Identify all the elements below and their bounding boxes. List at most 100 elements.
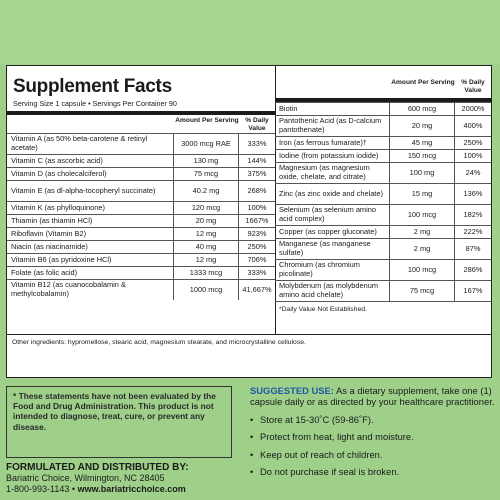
- nutrient-row: Vitamin A (as 50% beta-carotene & retiny…: [7, 133, 275, 154]
- facts-left-column: Supplement Facts Serving Size 1 capsule …: [7, 66, 276, 334]
- nutrient-name: Manganese (as manganese sulfate): [279, 239, 371, 257]
- nutrient-row: Molybdenum (as molybdenum amino acid che…: [275, 280, 491, 301]
- nutrient-amount: 100 mcg: [389, 205, 454, 225]
- nutrient-amount: 45 mg: [389, 137, 454, 149]
- nutrient-name: Folate (as folic acid): [11, 267, 78, 277]
- nutrient-daily-value: 144%: [238, 155, 275, 167]
- nutrient-amount: 12 mg: [173, 254, 238, 266]
- dv-header-right: % Daily Value: [461, 79, 485, 94]
- separator-dot: •: [71, 484, 76, 494]
- amount-header: Amount Per Serving: [175, 117, 239, 124]
- nutrient-daily-value: 375%: [238, 168, 275, 180]
- nutrient-amount: 100 mcg: [389, 260, 454, 280]
- storage-bullets: • Store at 15-30˚C (59-86˚F). • Protect fro…: [250, 414, 495, 478]
- nutrient-row: Biotin 600 mcg 2000%: [275, 102, 491, 115]
- distributor-info: FORMULATED AND DISTRIBUTED BY: Bariatric…: [6, 462, 189, 495]
- suggested-use-label: SUGGESTED USE:: [250, 385, 334, 396]
- distributor-phone: 1-800-993-1143: [6, 484, 70, 494]
- nutrient-name: Copper (as copper gluconate): [279, 226, 377, 236]
- bullet-item: • Protect from heat, light and moisture.: [250, 431, 495, 442]
- nutrient-name: Riboflavin (Vitamin B2): [11, 228, 87, 238]
- nutrient-row: Vitamin B6 (as pyridoxine HCl) 12 mg 706%: [7, 253, 275, 266]
- nutrient-row: Vitamin B12 (as cuanocobalamin & methylc…: [7, 279, 275, 300]
- nutrient-daily-value: 333%: [238, 267, 275, 279]
- bullet-text: Store at 15-30˚C (59-86˚F).: [260, 413, 374, 425]
- nutrient-daily-value: 167%: [454, 281, 491, 301]
- nutrient-name: Vitamin B6 (as pyridoxine HCl): [11, 254, 112, 264]
- amount-header-right: Amount Per Serving: [391, 79, 455, 86]
- nutrient-name: Vitamin B12 (as cuanocobalamin & methylc…: [11, 280, 126, 298]
- distributor-address: Bariatric Choice, Wilmington, NC 28405: [6, 473, 165, 483]
- serving-info: Serving Size 1 capsule • Servings Per Co…: [13, 99, 177, 108]
- nutrient-name: Biotin: [279, 103, 298, 113]
- nutrient-amount: 12 mg: [173, 228, 238, 240]
- nutrient-amount: 15 mg: [389, 184, 454, 204]
- nutrient-daily-value: 182%: [454, 205, 491, 225]
- thick-rule-right: [275, 98, 491, 102]
- nutrient-amount: 600 mcg: [389, 103, 454, 115]
- nutrient-row: Niacin (as niacinamide) 40 mg 250%: [7, 240, 275, 253]
- nutrient-row: Folate (as folic acid) 1333 mcg 333%: [7, 266, 275, 279]
- suggested-use-text: As a dietary supplement, take one (1) ca…: [250, 385, 495, 408]
- nutrient-name: Magnesium (as magnesium oxide, chelate, …: [279, 163, 370, 181]
- nutrient-daily-value: 400%: [454, 116, 491, 136]
- nutrient-daily-value: 100%: [238, 202, 275, 214]
- nutrient-name: Zinc (as zinc oxide and chelate): [279, 188, 383, 198]
- distributor-heading: FORMULATED AND DISTRIBUTED BY:: [6, 462, 189, 473]
- nutrient-amount: 100 mg: [389, 163, 454, 183]
- nutrient-name: Iodine (from potassium iodide): [279, 150, 379, 160]
- dv-header: % Daily Value: [245, 117, 269, 132]
- facts-title: Supplement Facts: [13, 76, 172, 97]
- nutrient-daily-value: 333%: [238, 134, 275, 154]
- nutrient-name: Niacin (as niacinamide): [11, 241, 88, 251]
- bullet-dot: •: [250, 466, 254, 478]
- nutrient-name: Chromium (as chromium picolinate): [279, 260, 360, 278]
- other-ingredients: Other ingredients: hypromellose, stearic…: [7, 334, 491, 350]
- nutrient-name: Molybdenum (as molybdenum amino acid che…: [279, 281, 378, 299]
- bullet-item: • Store at 15-30˚C (59-86˚F).: [250, 414, 495, 425]
- nutrient-row: Chromium (as chromium picolinate) 100 mcg…: [275, 259, 491, 280]
- nutrient-amount: 130 mg: [173, 155, 238, 167]
- nutrient-daily-value: 250%: [454, 137, 491, 149]
- nutrient-daily-value: 24%: [454, 163, 491, 183]
- nutrient-row: Zinc (as zinc oxide and chelate) 15 mg 136…: [275, 183, 491, 204]
- nutrient-name: Iron (as ferrous fumarate)†: [279, 137, 367, 147]
- nutrient-row: Selenium (as selenium amino acid complex…: [275, 204, 491, 225]
- nutrient-row: Riboflavin (Vitamin B2) 12 mg 923%: [7, 227, 275, 240]
- nutrient-row: Pantothenic Acid (as D-calcium pantothen…: [275, 115, 491, 136]
- nutrient-daily-value: 2000%: [454, 103, 491, 115]
- suggested-use: SUGGESTED USE: As a dietary supplement, …: [250, 385, 495, 477]
- nutrient-row: Thiamin (as thiamin HCl) 20 mg 1667%: [7, 214, 275, 227]
- bullet-dot: •: [250, 413, 254, 425]
- daily-value-note: *Daily Value Not Established.: [275, 301, 491, 317]
- bullet-text: Protect from heat, light and moisture.: [260, 431, 414, 443]
- bullet-dot: •: [250, 448, 254, 460]
- nutrient-name: Vitamin C (as ascorbic acid): [11, 155, 103, 165]
- nutrient-daily-value: 41,667%: [238, 280, 275, 300]
- nutrient-amount: 1000 mcg: [173, 280, 238, 300]
- nutrient-amount: 120 mcg: [173, 202, 238, 214]
- supplement-facts-panel: Supplement Facts Serving Size 1 capsule …: [6, 65, 492, 378]
- nutrient-daily-value: 100%: [454, 150, 491, 162]
- nutrient-amount: 20 mg: [389, 116, 454, 136]
- nutrient-amount: 75 mcg: [173, 168, 238, 180]
- nutrient-name: Vitamin K (as phylloquinone): [11, 202, 105, 212]
- bullet-text: Keep out of reach of children.: [260, 448, 383, 460]
- nutrient-daily-value: 250%: [238, 241, 275, 253]
- nutrient-amount: 75 mcg: [389, 281, 454, 301]
- nutrient-amount: 2 mg: [389, 226, 454, 238]
- bullet-text: Do not purchase if seal is broken.: [260, 466, 400, 478]
- nutrient-daily-value: 87%: [454, 239, 491, 259]
- nutrient-row: Vitamin E (as dl-alpha-tocopheryl succin…: [7, 180, 275, 201]
- nutrient-daily-value: 706%: [238, 254, 275, 266]
- nutrient-daily-value: 286%: [454, 260, 491, 280]
- nutrient-daily-value: 268%: [238, 181, 275, 201]
- nutrient-amount: 3000 mcg RAE: [173, 134, 238, 154]
- nutrient-amount: 2 mg: [389, 239, 454, 259]
- nutrient-amount: 40 mg: [173, 241, 238, 253]
- nutrient-name: Thiamin (as thiamin HCl): [11, 215, 93, 225]
- nutrient-name: Vitamin D (as cholecalciferol): [11, 168, 107, 178]
- nutrient-row: Manganese (as manganese sulfate) 2 mg 87%: [275, 238, 491, 259]
- nutrient-amount: 150 mcg: [389, 150, 454, 162]
- nutrient-row: Magnesium (as magnesium oxide, chelate, …: [275, 162, 491, 183]
